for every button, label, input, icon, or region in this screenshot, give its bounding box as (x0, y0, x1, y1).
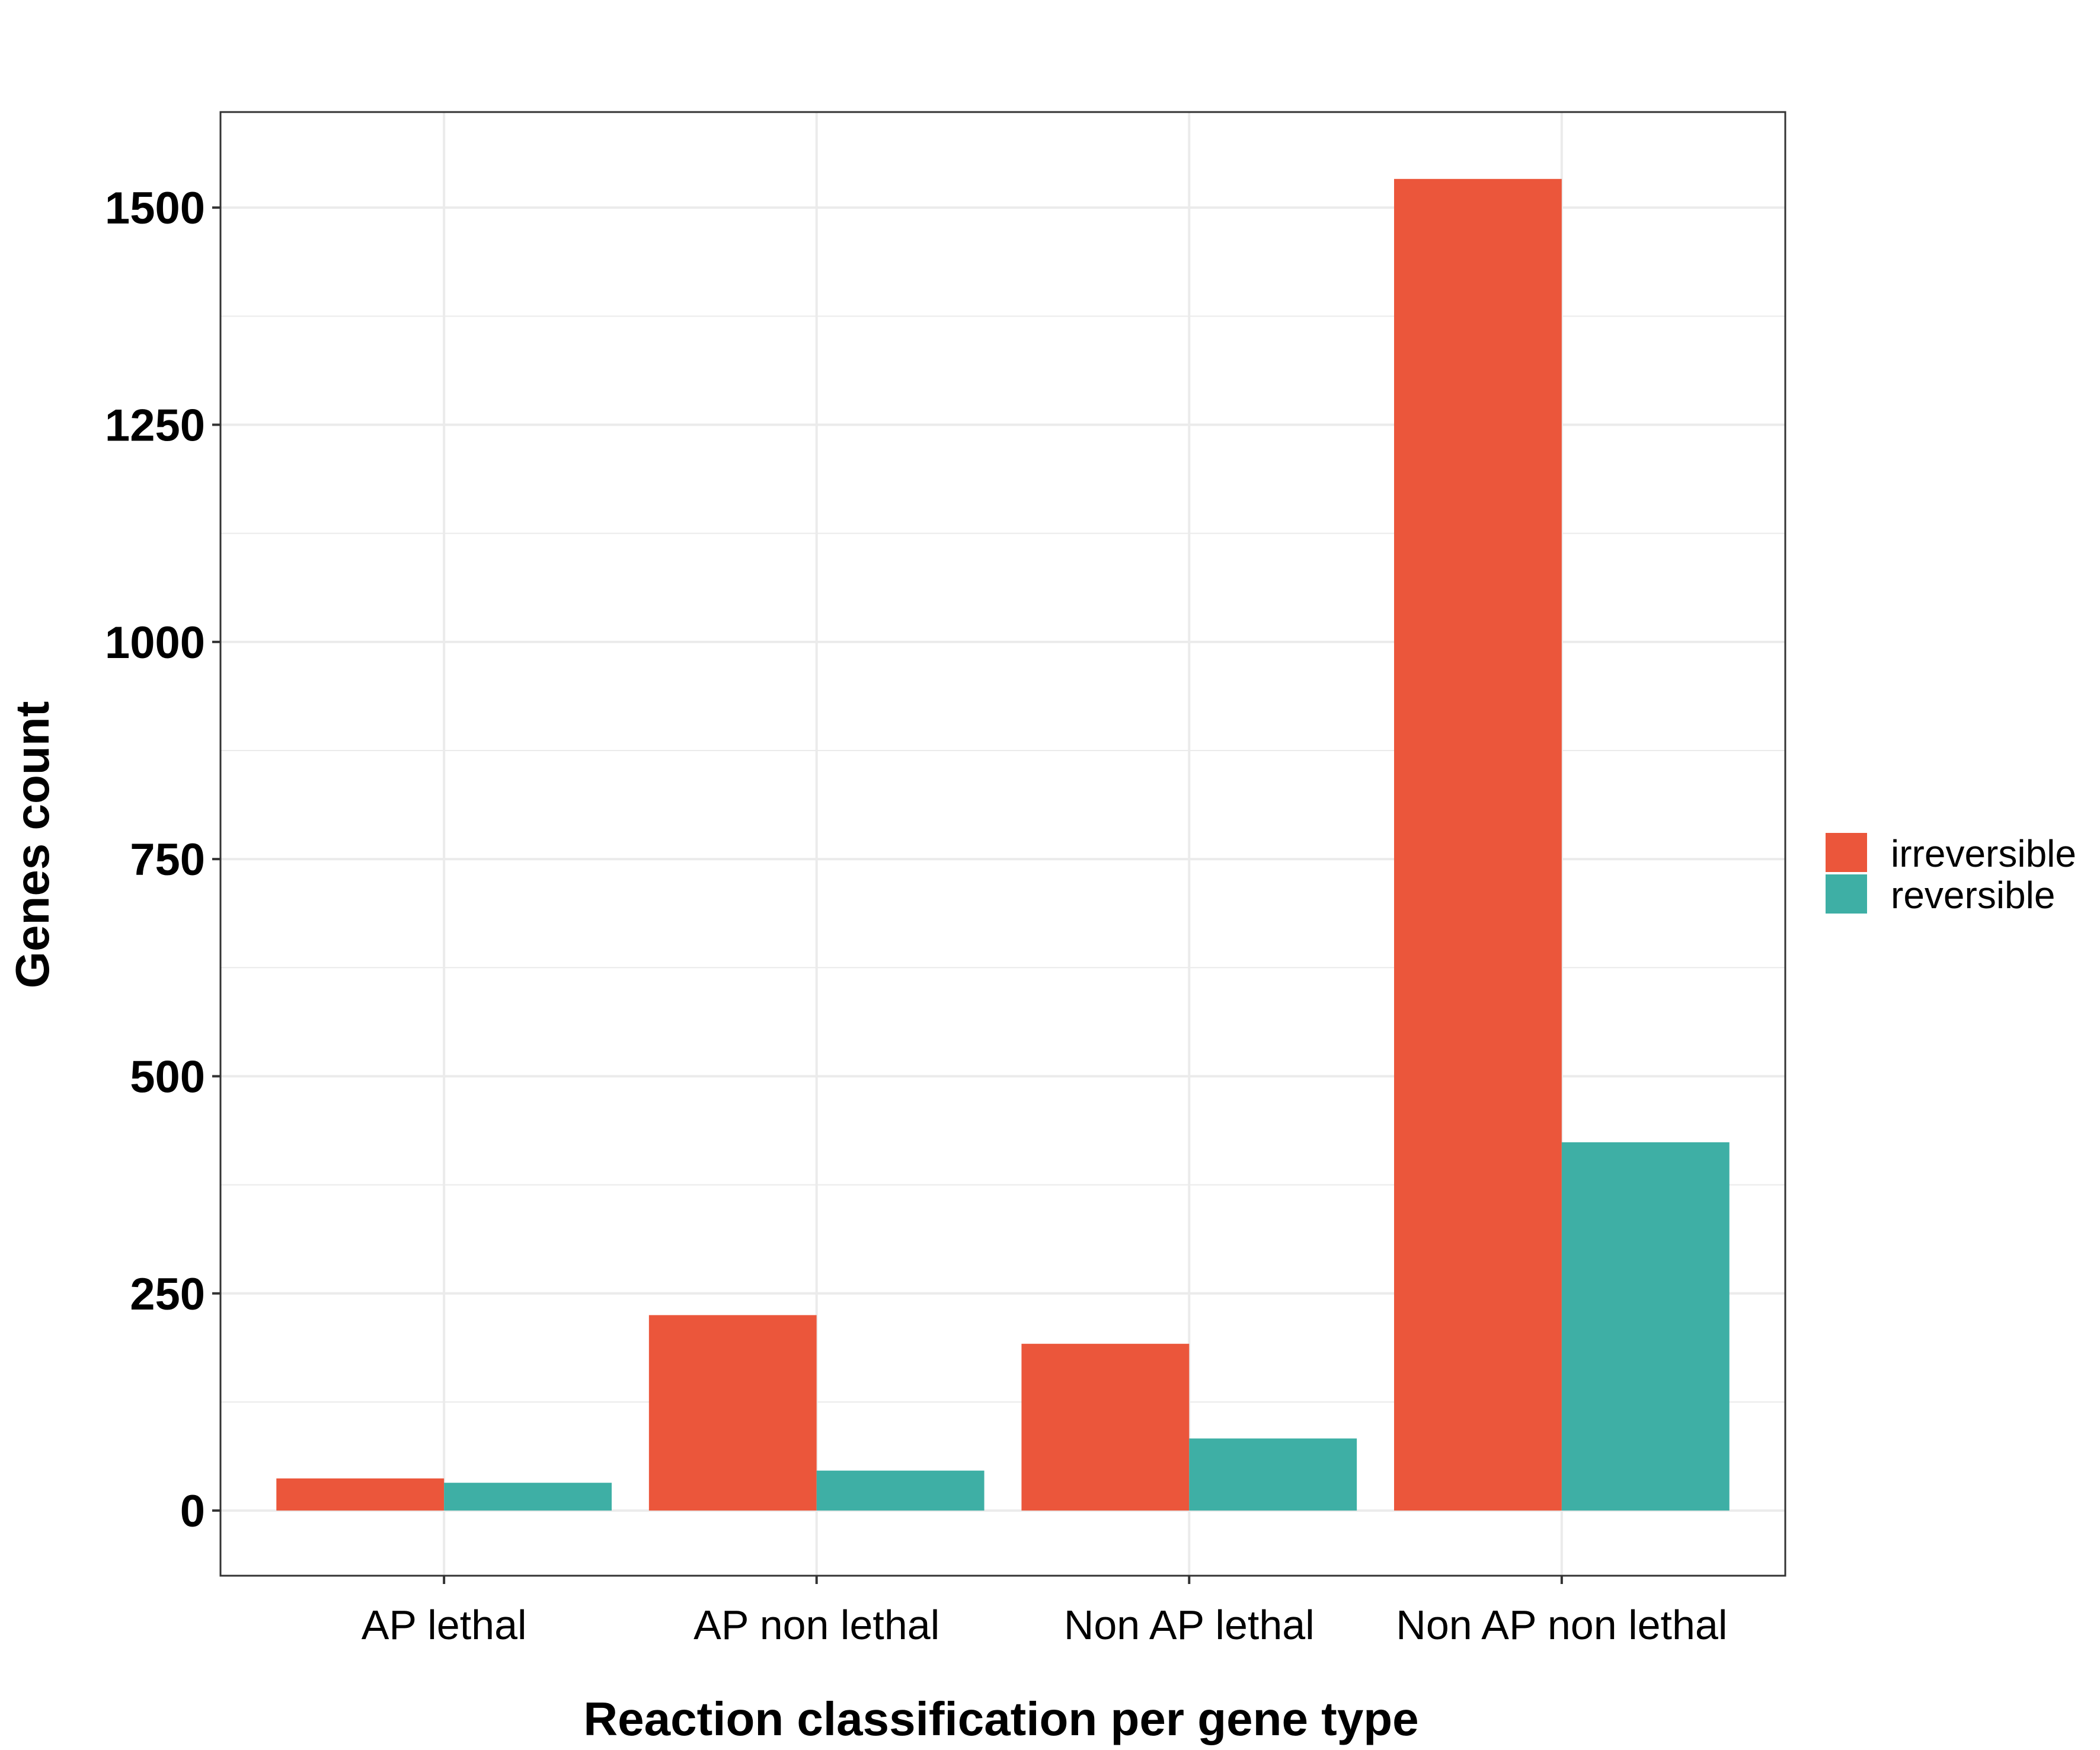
x-tick-label: Non AP non lethal (1396, 1602, 1727, 1648)
legend-key-irreversible (1826, 833, 1867, 872)
plot-panel-border (219, 111, 1786, 1577)
legend-label: reversible (1891, 874, 2055, 916)
bar-reversible-ap-non-lethal (816, 1470, 985, 1511)
legend-label: irreversible (1891, 832, 2076, 875)
y-tick-label: 0 (180, 1486, 205, 1537)
bar-irreversible-ap-non-lethal (648, 1315, 817, 1511)
bar-irreversible-non-ap-non-lethal (1394, 178, 1562, 1511)
y-tick-label: 1250 (105, 401, 205, 451)
x-axis-title: Reaction classification per gene type (583, 1692, 1418, 1745)
bar-irreversible-non-ap-lethal (1021, 1343, 1190, 1511)
y-tick-label: 750 (130, 835, 205, 885)
x-axis: AP lethal AP non lethal Non AP lethal Non A… (362, 1576, 1727, 1648)
bars (276, 178, 1730, 1511)
bar-reversible-ap-lethal (444, 1483, 612, 1511)
y-axis: 0 250 500 750 1000 1250 1500 (105, 183, 220, 1537)
bar-reversible-non-ap-lethal (1189, 1438, 1357, 1511)
legend-key-reversible (1826, 874, 1867, 914)
bar-reversible-non-ap-non-lethal (1561, 1142, 1730, 1511)
x-tick-label: Non AP lethal (1064, 1602, 1315, 1648)
x-tick-label: AP non lethal (693, 1602, 939, 1648)
y-tick-label: 1000 (105, 618, 205, 668)
y-axis-title: Genes count (6, 701, 59, 989)
bar-irreversible-ap-lethal (276, 1478, 445, 1511)
x-tick-label: AP lethal (362, 1602, 527, 1648)
y-tick-label: 250 (130, 1269, 205, 1320)
y-tick-label: 1500 (105, 183, 205, 234)
y-tick-label: 500 (130, 1052, 205, 1102)
